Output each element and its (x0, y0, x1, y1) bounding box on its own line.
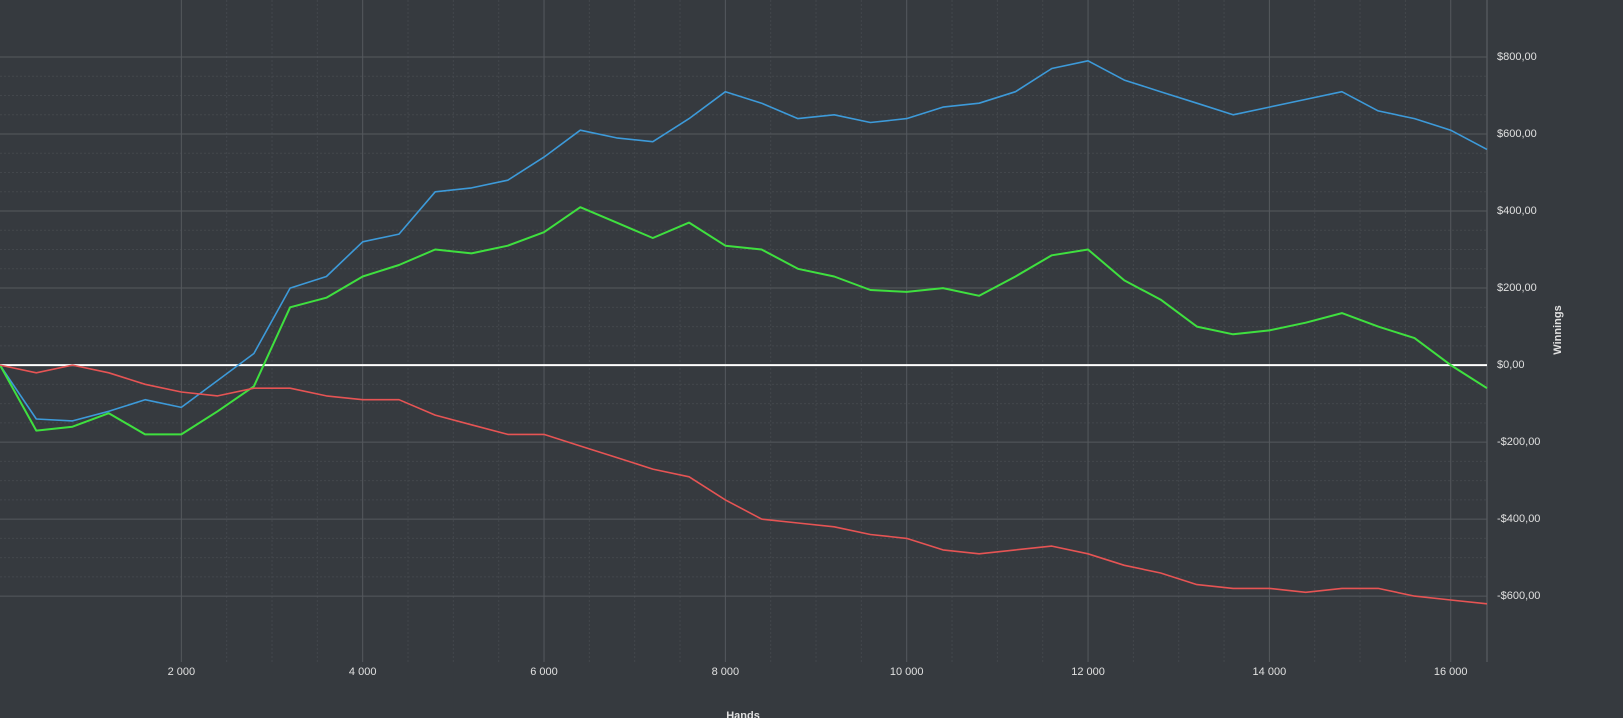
y-tick-label: $0,00 (1497, 359, 1525, 371)
x-tick-label: 2 000 (168, 666, 196, 678)
x-tick-label: 16 000 (1434, 666, 1468, 678)
y-tick-label: -$400,00 (1497, 513, 1540, 525)
series-line (0, 364, 1488, 605)
x-tick-label: 6 000 (530, 666, 558, 678)
y-tick-label: $400,00 (1497, 205, 1537, 217)
x-tick-label: 4 000 (349, 666, 377, 678)
x-tick-label: 8 000 (712, 666, 740, 678)
y-tick-label: -$200,00 (1497, 436, 1540, 448)
x-tick-label: 10 000 (890, 666, 924, 678)
y-tick-label: $800,00 (1497, 51, 1537, 63)
x-tick-label: 12 000 (1071, 666, 1105, 678)
y-tick-label: $600,00 (1497, 128, 1537, 140)
x-tick-label: 14 000 (1253, 666, 1287, 678)
y-tick-label: -$600,00 (1497, 590, 1540, 602)
series-line (0, 60, 1488, 422)
y-tick-label: $200,00 (1497, 282, 1537, 294)
series-line (0, 206, 1488, 436)
x-axis-label: Hands (726, 710, 760, 718)
y-axis-label: Winnings (1552, 305, 1564, 354)
